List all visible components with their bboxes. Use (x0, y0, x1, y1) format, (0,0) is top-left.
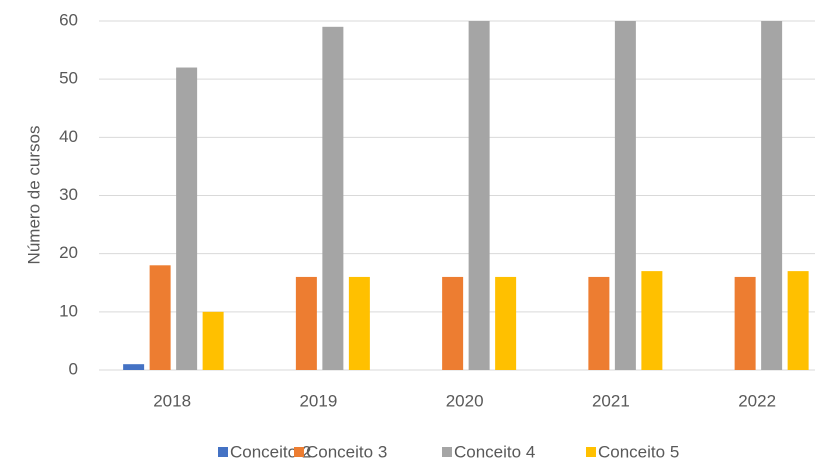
bar (641, 271, 663, 370)
x-tick-label: 2019 (299, 391, 337, 410)
bar (348, 276, 370, 370)
bar (149, 265, 171, 370)
y-tick-label: 20 (59, 243, 78, 262)
legend-swatch (294, 447, 304, 457)
y-axis-label: Número de cursos (24, 126, 43, 265)
bar (176, 67, 198, 371)
y-tick-label: 40 (59, 127, 78, 146)
bar (468, 21, 490, 370)
legend-label: Conceito 2 (230, 442, 311, 461)
x-tick-label: 2018 (153, 391, 191, 410)
bar (202, 311, 224, 370)
y-tick-label: 30 (59, 185, 78, 204)
bar (761, 21, 783, 370)
legend-swatch (218, 447, 228, 457)
y-tick-label: 50 (59, 69, 78, 88)
bar (442, 276, 464, 370)
bar (495, 276, 517, 370)
bar (734, 276, 756, 370)
bar (614, 21, 636, 370)
legend-label: Conceito 3 (306, 442, 387, 461)
x-tick-label: 2021 (592, 391, 630, 410)
legend-label: Conceito 5 (598, 442, 679, 461)
x-tick-label: 2022 (738, 391, 776, 410)
y-tick-label: 60 (59, 10, 78, 29)
x-tick-label: 2020 (446, 391, 484, 410)
bar (322, 26, 344, 371)
bar (588, 276, 610, 370)
legend-swatch (586, 447, 596, 457)
y-tick-label: 0 (69, 359, 78, 378)
bar (295, 276, 317, 370)
legend-label: Conceito 4 (454, 442, 535, 461)
bar (787, 271, 809, 370)
legend-swatch (442, 447, 452, 457)
y-tick-label: 10 (59, 301, 78, 320)
bar (123, 364, 145, 370)
